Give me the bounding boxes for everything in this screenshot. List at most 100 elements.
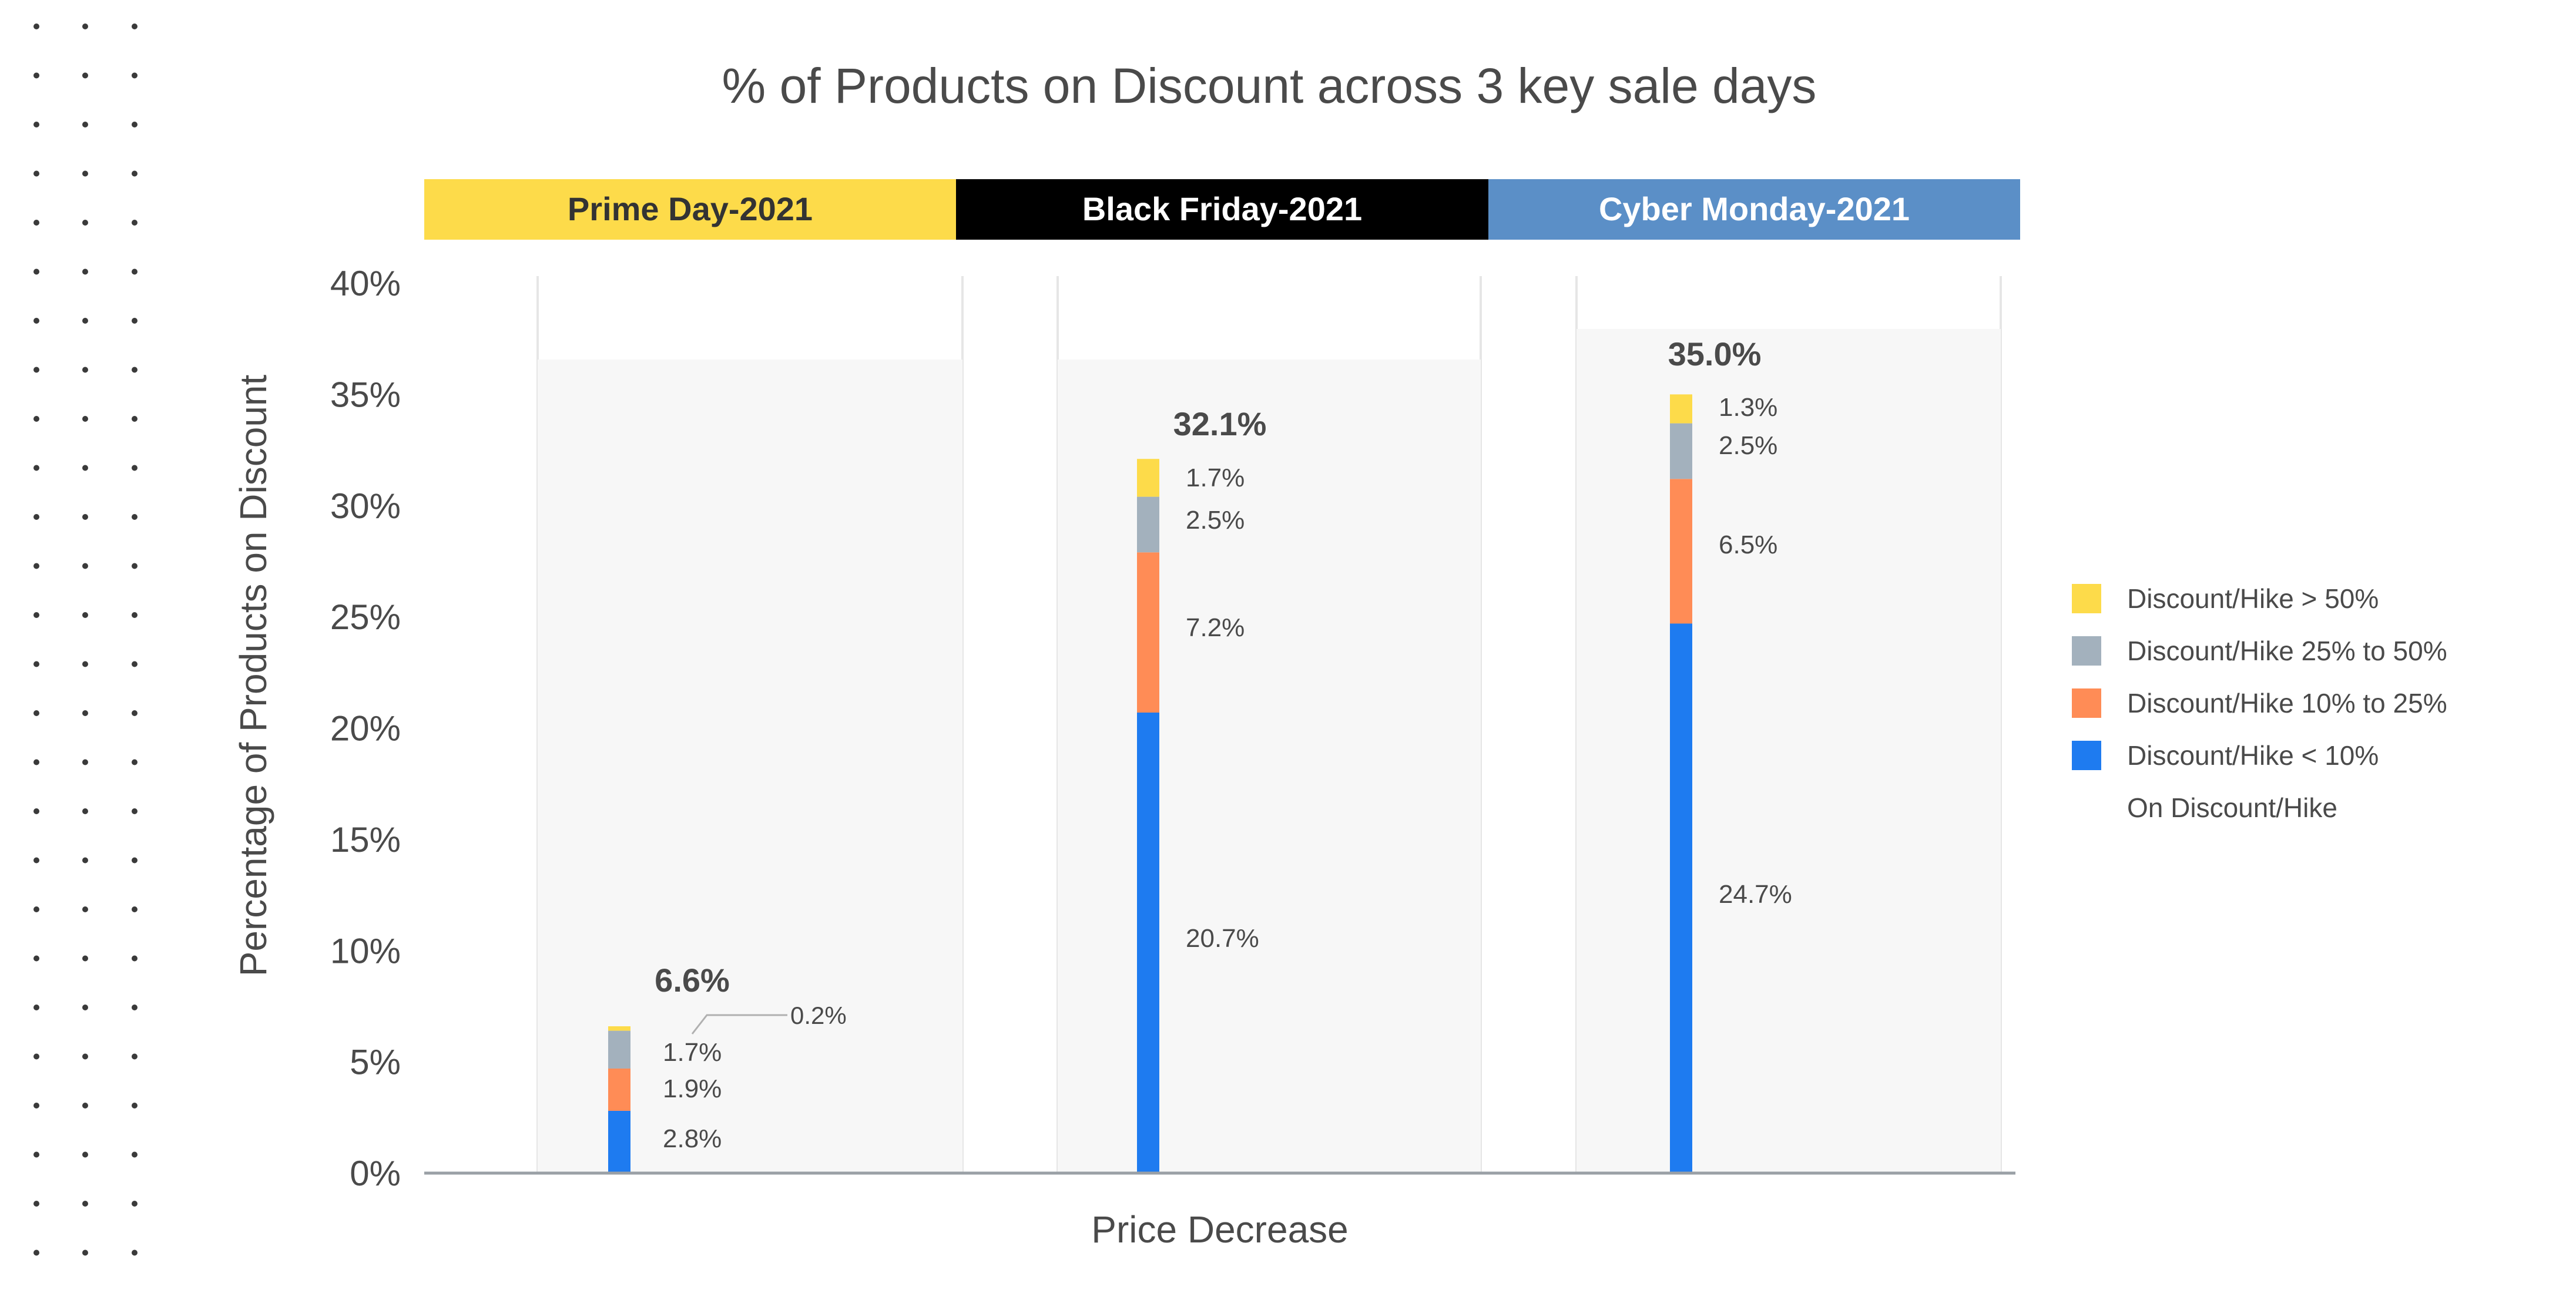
decorative-dot [132, 1103, 137, 1108]
decorative-dot [33, 72, 39, 79]
segment-value-label: 6.5% [1719, 530, 1777, 559]
decorative-dot [82, 72, 88, 79]
decorative-dot [33, 220, 39, 226]
decorative-dot [82, 857, 88, 864]
bar-segment-prime-day-2021-1 [608, 1110, 630, 1173]
panel-background [1577, 329, 2001, 1173]
decorative-dot [82, 318, 88, 324]
decorative-dot [82, 661, 88, 667]
decorative-dot [33, 710, 39, 716]
decorative-dot [82, 514, 88, 520]
y-tick-label: 25% [330, 597, 401, 637]
decorative-dot [132, 563, 137, 569]
decorative-dot [33, 1005, 39, 1010]
segment-value-label: 0.2% [790, 1002, 847, 1029]
decorative-dot [82, 1201, 88, 1207]
decorative-dot [132, 220, 137, 226]
decorative-dot [82, 759, 88, 765]
y-tick-label: 5% [350, 1043, 401, 1082]
legend-swatch [2072, 636, 2101, 666]
bars [608, 394, 1692, 1173]
decorative-dot [33, 170, 39, 177]
y-tick-label: 15% [330, 820, 401, 859]
legend-label: Discount/Hike < 10% [2127, 740, 2379, 771]
total-value-label: 6.6% [655, 962, 730, 999]
segment-value-label: 20.7% [1186, 924, 1259, 953]
bar-segment-cyber-monday-2021-4 [1670, 394, 1692, 424]
segment-value-label: 1.9% [663, 1074, 722, 1103]
decorative-dot [82, 220, 88, 226]
panel-background [538, 360, 962, 1173]
decorative-dot [132, 612, 137, 618]
decorative-dot [82, 906, 88, 912]
decorative-dot [82, 1249, 88, 1256]
y-tick-label: 35% [330, 375, 401, 414]
decorative-dot [33, 759, 39, 765]
decorative-dot [82, 710, 88, 716]
segment-value-label: 2.5% [1719, 431, 1777, 460]
decorative-dot [82, 1151, 88, 1158]
panel-backgrounds [536, 276, 2002, 1173]
segment-value-label: 1.3% [1719, 393, 1777, 422]
decorative-dot [82, 1053, 88, 1060]
y-axis-label: Percentage of Products on Discount [232, 374, 274, 976]
decorative-dot [33, 906, 39, 912]
decorative-dot [82, 170, 88, 177]
panel-1 [536, 276, 964, 1173]
decorative-dot [132, 1249, 137, 1256]
decorative-dot [33, 808, 39, 814]
legend-label: On Discount/Hike [2127, 792, 2337, 823]
panel-header-label: Black Friday-2021 [1082, 190, 1362, 227]
decorative-dot [33, 367, 39, 373]
panel-header-label: Cyber Monday-2021 [1599, 190, 1910, 227]
panel-header-label: Prime Day-2021 [568, 190, 813, 227]
decorative-dot [132, 170, 137, 177]
y-tick-label: 0% [350, 1154, 401, 1193]
decorative-dot [132, 906, 137, 912]
segment-value-label: 1.7% [663, 1038, 722, 1067]
panel-2 [1056, 276, 1482, 1173]
segment-value-label: 24.7% [1719, 880, 1792, 909]
decorative-dot [33, 318, 39, 324]
decorative-dot [82, 122, 88, 127]
decorative-dot [132, 1201, 137, 1207]
segment-value-label: 2.8% [663, 1124, 722, 1153]
bar-segment-black-friday-2021-1 [1137, 712, 1159, 1173]
decorative-dot [33, 122, 39, 127]
callout-leader-line [691, 1014, 787, 1034]
bar-segment-cyber-monday-2021-3 [1670, 423, 1692, 479]
y-tick-label: 20% [330, 709, 401, 748]
decorative-dot-grid [33, 23, 137, 1256]
decorative-dot [82, 268, 88, 275]
decorative-dot [33, 1249, 39, 1256]
decorative-dot [132, 318, 137, 324]
y-tick-label: 40% [330, 264, 401, 303]
bar-segment-prime-day-2021-2 [608, 1068, 630, 1111]
decorative-dot [132, 1005, 137, 1010]
chart-title: % of Products on Discount across 3 key s… [722, 58, 1817, 113]
decorative-dot [82, 955, 88, 962]
legend: Discount/Hike > 50% Discount/Hike 25% to … [2072, 583, 2447, 823]
bar-segment-prime-day-2021-4 [608, 1026, 630, 1031]
decorative-dot [82, 465, 88, 471]
segment-value-label: 2.5% [1186, 506, 1245, 535]
decorative-dot [82, 612, 88, 618]
decorative-dot [132, 1053, 137, 1060]
decorative-dot [33, 563, 39, 569]
decorative-dot [33, 1151, 39, 1158]
decorative-dot [132, 268, 137, 275]
decorative-dot [82, 563, 88, 569]
panel-background [1058, 360, 1481, 1173]
decorative-dot [33, 857, 39, 864]
decorative-dot [132, 465, 137, 471]
decorative-dot [132, 23, 137, 29]
panel-header-1 [424, 179, 956, 240]
decorative-dot [33, 955, 39, 962]
legend-swatch [2072, 584, 2101, 613]
decorative-dot [132, 1151, 137, 1158]
bar-segment-black-friday-2021-4 [1137, 459, 1159, 497]
legend-label: Discount/Hike 25% to 50% [2127, 636, 2447, 666]
decorative-dot [132, 514, 137, 520]
x-axis-label: Price Decrease [1091, 1208, 1349, 1251]
